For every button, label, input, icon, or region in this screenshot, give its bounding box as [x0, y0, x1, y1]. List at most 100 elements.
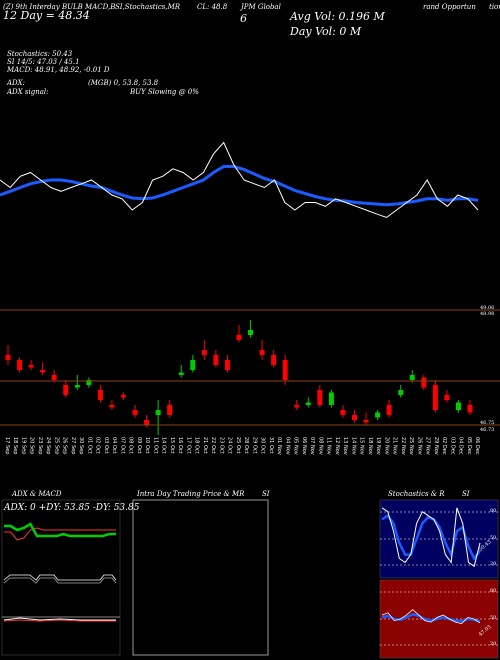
date-tick-label: 29 Nov	[433, 437, 439, 455]
header-six: 6	[240, 12, 247, 25]
rsi-panel-bg	[379, 579, 499, 659]
date-tick-label: 06 Dec	[474, 437, 480, 455]
date-tick-label: 29 Oct	[251, 437, 257, 454]
date-tick-label: 15 Nov	[359, 437, 365, 455]
candle-body	[317, 390, 323, 405]
stoch-tick-50: 50	[490, 535, 497, 541]
candlesticks-layer	[5, 320, 473, 435]
day-volume: Day Vol: 0 M	[290, 25, 362, 38]
adx-label: ADX:	[7, 79, 26, 87]
date-tick-label: 14 Nov	[350, 437, 356, 455]
candle-body	[17, 360, 23, 370]
candle-body	[375, 412, 381, 418]
candle-body	[409, 375, 415, 380]
stoch-value: 50.43	[477, 539, 493, 553]
candle-body	[5, 355, 11, 360]
header-company-2: rand Opportun	[423, 3, 476, 11]
candle-body	[340, 410, 346, 415]
candle-body	[167, 405, 173, 415]
candle-body	[444, 395, 450, 400]
candle-body	[86, 380, 92, 385]
avg-volume: Avg Vol: 0.196 M	[290, 10, 385, 23]
intraday-panel-si: SI	[262, 490, 270, 498]
header-company-3: tion	[489, 3, 500, 11]
date-tick-label: 21 Oct	[202, 437, 208, 454]
stoch-tick-20: 20	[490, 561, 497, 567]
stoch-panel-si: SI	[462, 490, 470, 498]
rsi-lines	[381, 609, 481, 625]
candle-body	[178, 372, 184, 375]
candle-body	[352, 415, 357, 420]
date-tick-label: 24 Sep	[45, 437, 51, 454]
date-axis-layer: 17 Sep 18 Sep 19 Sep 20 Sep 23 Sep 24 Sep 25 S…	[4, 437, 480, 455]
date-tick-label: 27 Sep	[70, 437, 76, 454]
date-tick-label: 03 Dec	[449, 437, 455, 455]
stoch-k-line	[381, 507, 481, 568]
candle-body	[28, 365, 34, 368]
candle-body	[421, 377, 427, 388]
moving-average-line	[0, 165, 479, 207]
date-tick-label: 20 Sep	[29, 437, 35, 454]
date-tick-label: 07 Nov	[309, 437, 315, 455]
date-tick-label: 16 Oct	[177, 437, 183, 454]
main-chart: 17 Sep 18 Sep 19 Sep 20 Sep 23 Sep 24 Sep 25 S…	[0, 141, 500, 455]
date-tick-label: 20 Nov	[383, 437, 389, 455]
adx-values: (MGB) 0, 53.8, 53.8	[88, 79, 159, 87]
adx-signal-label: ADX signal:	[7, 88, 49, 96]
date-tick-label: 04 Oct	[111, 437, 117, 454]
buy-signal: BUY Slowing @ 0%	[130, 88, 199, 96]
candle-body	[155, 410, 161, 415]
rsi-tick-80: 80	[490, 588, 497, 594]
date-tick-label: 21 Nov	[392, 437, 398, 455]
date-tick-label: 26 Nov	[416, 437, 422, 455]
date-tick-label: 01 Oct	[87, 437, 93, 454]
candle-body	[224, 360, 230, 370]
price-levels-layer	[0, 309, 500, 426]
date-tick-label: 19 Nov	[375, 437, 381, 455]
date-tick-label: 05 Nov	[293, 437, 299, 455]
date-tick-label: 22 Oct	[210, 437, 216, 454]
candle-body	[63, 385, 69, 395]
candle-body	[271, 355, 277, 365]
candle-body	[121, 395, 126, 398]
adx-readout: ADX: 0 +DY: 53.85 -DY: 53.85	[4, 503, 140, 513]
date-tick-label: 04 Nov	[284, 437, 290, 455]
date-tick-label: 08 Nov	[317, 437, 323, 455]
candle-body	[40, 370, 46, 373]
candle-body	[236, 335, 242, 340]
date-tick-label: 30 Sep	[78, 437, 84, 454]
date-tick-label: 18 Nov	[367, 437, 373, 455]
adx-panel-frame	[1, 499, 121, 656]
date-tick-label: 25 Nov	[408, 437, 414, 455]
rsi-line	[381, 609, 481, 625]
date-tick-label: 11 Nov	[326, 437, 332, 455]
stochastics-readout: Stochastics: 50.43	[7, 50, 73, 58]
header-line-1: (Z) 9th Interday BULB MACD,B SI,Stochast…	[3, 3, 500, 11]
candle-body	[305, 402, 311, 405]
date-tick-label: 23 Sep	[37, 437, 43, 454]
date-tick-label: 17 Oct	[185, 437, 191, 454]
candle-body	[97, 390, 103, 400]
date-tick-label: 12 Nov	[334, 437, 340, 455]
date-tick-label: 03 Oct	[103, 437, 109, 454]
header-day-avg: 12 Day = 48.34	[3, 9, 90, 22]
candle-body	[132, 410, 138, 415]
date-tick-label: 10 Oct	[144, 437, 150, 454]
price-label-bot-b: 46.73	[480, 427, 495, 433]
si-readout: SI 14/5: 47.03 / 45.1	[7, 58, 80, 66]
date-tick-label: 14 Oct	[161, 437, 167, 454]
stoch-tick-80: 80	[490, 508, 497, 514]
price-label-top-b: 48.98	[480, 311, 495, 317]
date-tick-label: 05 Dec	[466, 437, 472, 455]
date-tick-label: 04 Dec	[458, 437, 464, 455]
price-label-bot-a: 46.75	[480, 420, 495, 426]
candle-body	[363, 420, 369, 423]
date-tick-label: 27 Nov	[425, 437, 431, 455]
header-close: CL: 48.8	[197, 3, 228, 11]
intraday-panel-title: Intra Day Trading Price & MR	[137, 490, 245, 498]
candle-body	[109, 405, 115, 408]
candle-body	[328, 392, 334, 405]
date-tick-label: 18 Sep	[12, 437, 18, 454]
date-tick-label: 18 Oct	[194, 437, 200, 454]
candle-body	[282, 360, 288, 380]
